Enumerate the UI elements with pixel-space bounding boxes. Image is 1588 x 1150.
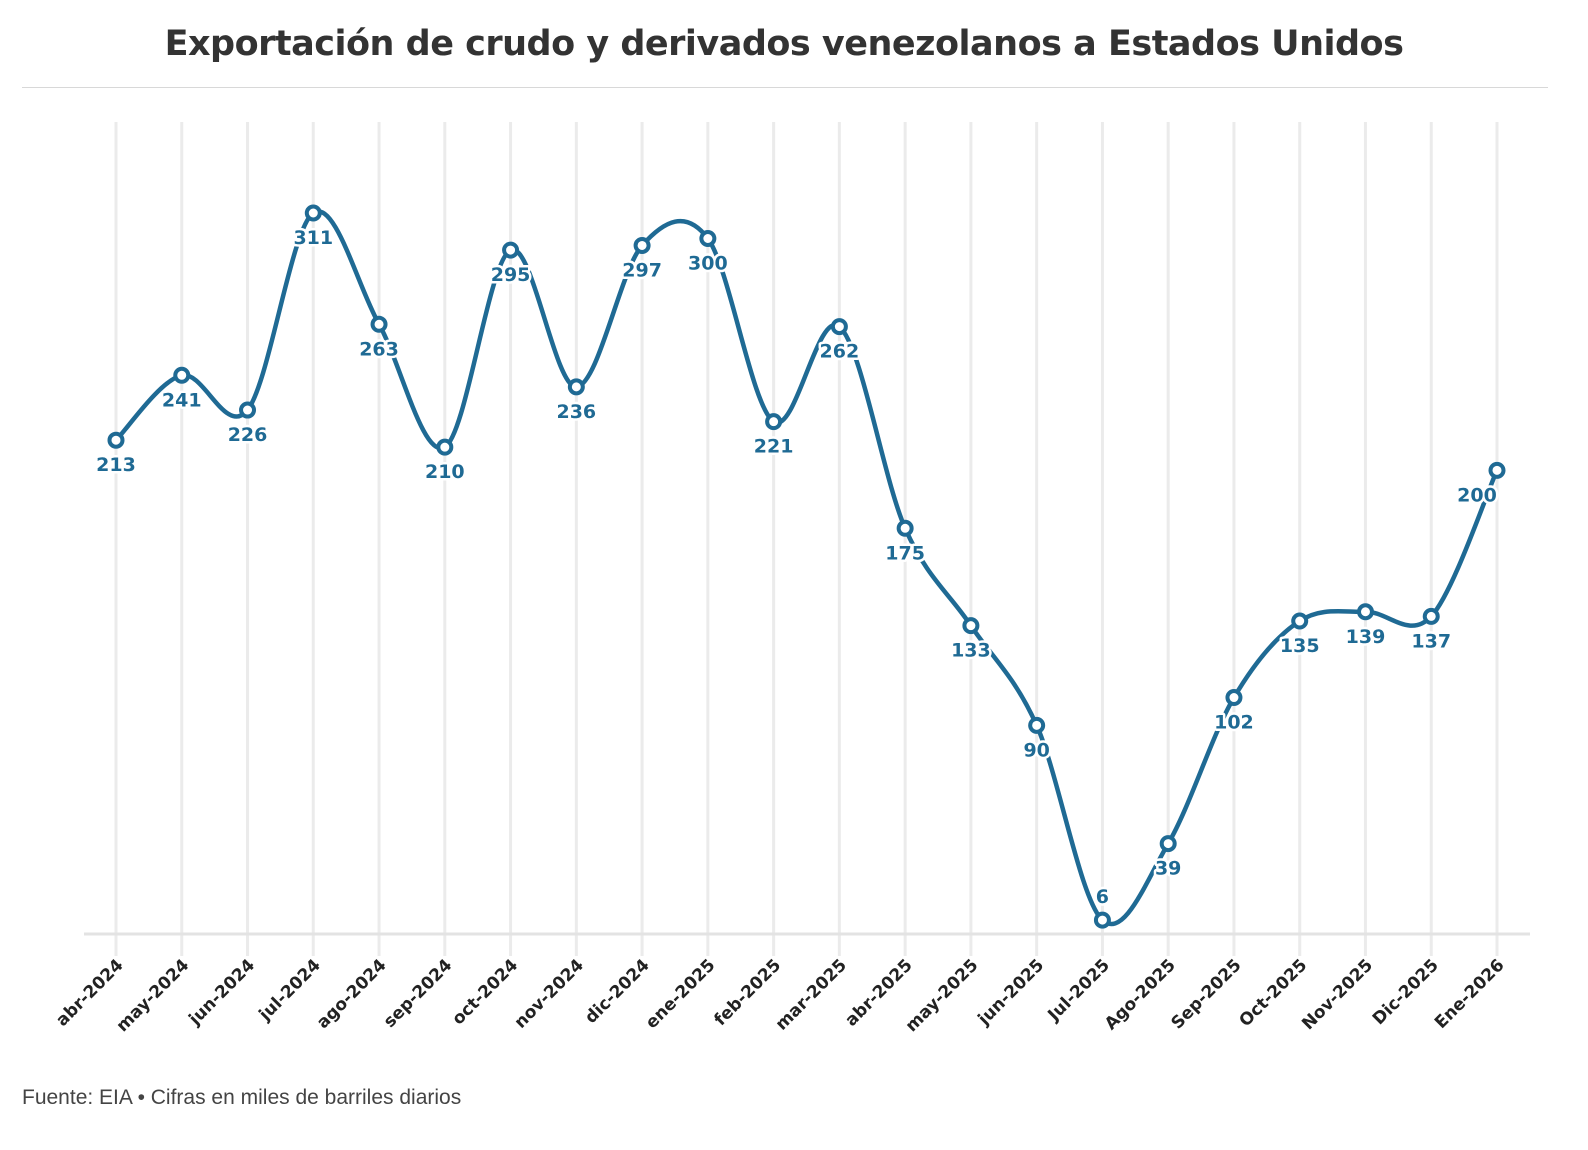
data-point [107, 431, 125, 449]
data-point [1028, 716, 1046, 734]
data-point [1093, 911, 1111, 929]
x-tick-label: Ene-2026 [1431, 955, 1509, 1033]
data-point [304, 204, 322, 222]
data-point [1225, 689, 1243, 707]
data-label: 300 [688, 253, 728, 275]
data-point [633, 236, 651, 254]
data-label: 90 [1023, 739, 1049, 761]
data-label: 241 [162, 389, 202, 411]
chart-title: Exportación de crudo y derivados venezol… [164, 24, 1404, 64]
data-label: 311 [293, 227, 333, 249]
x-tick-label: jun-2024 [185, 955, 260, 1030]
data-label: 200 [1457, 484, 1497, 506]
data-label: 175 [885, 542, 925, 564]
data-label: 210 [425, 461, 465, 483]
x-tick-label: mar-2025 [772, 955, 851, 1034]
data-point [567, 378, 585, 396]
data-label: 139 [1346, 626, 1386, 648]
x-tick-label: jul-2024 [255, 955, 325, 1025]
data-point [765, 413, 783, 431]
data-point [502, 241, 520, 259]
data-point [896, 519, 914, 537]
data-label: 262 [820, 341, 860, 363]
data-label: 297 [622, 259, 662, 281]
data-point [173, 366, 191, 384]
x-tick-label: nov-2024 [511, 955, 588, 1032]
data-point [370, 315, 388, 333]
data-point [1159, 835, 1177, 853]
data-point [436, 438, 454, 456]
x-tick-label: Ago-2025 [1101, 955, 1180, 1034]
data-point [699, 230, 717, 248]
x-tick-label: ago-2024 [313, 955, 391, 1033]
data-label: 39 [1155, 858, 1181, 880]
data-point [1422, 607, 1440, 625]
data-point [830, 318, 848, 336]
data-point [1356, 603, 1374, 621]
x-tick-label: Jul-2025 [1044, 955, 1114, 1025]
data-point [1291, 612, 1309, 630]
data-label: 102 [1214, 712, 1254, 734]
data-label: 133 [951, 640, 991, 662]
data-label: 135 [1280, 635, 1320, 657]
data-point [962, 617, 980, 635]
data-point [239, 401, 257, 419]
x-tick-label: jun-2025 [974, 955, 1049, 1030]
data-label: 263 [359, 338, 399, 360]
x-tick-label: Nov-2025 [1298, 955, 1377, 1034]
series-line [113, 209, 1500, 927]
data-label: 226 [228, 424, 268, 446]
data-label: 221 [754, 436, 794, 458]
x-tick-label: ene-2025 [642, 955, 719, 1032]
data-label: 6 [1096, 886, 1109, 908]
data-label: 213 [96, 454, 136, 476]
data-label: 236 [556, 401, 596, 423]
title-divider [22, 87, 1548, 88]
x-tick-label: sep-2024 [380, 955, 457, 1032]
source-note: Fuente: EIA • Cifras en miles de barrile… [22, 1086, 462, 1109]
data-label: 295 [491, 264, 531, 286]
x-tick-label: Sep-2025 [1167, 955, 1245, 1033]
data-label: 137 [1411, 630, 1451, 652]
data-point [1488, 461, 1506, 479]
